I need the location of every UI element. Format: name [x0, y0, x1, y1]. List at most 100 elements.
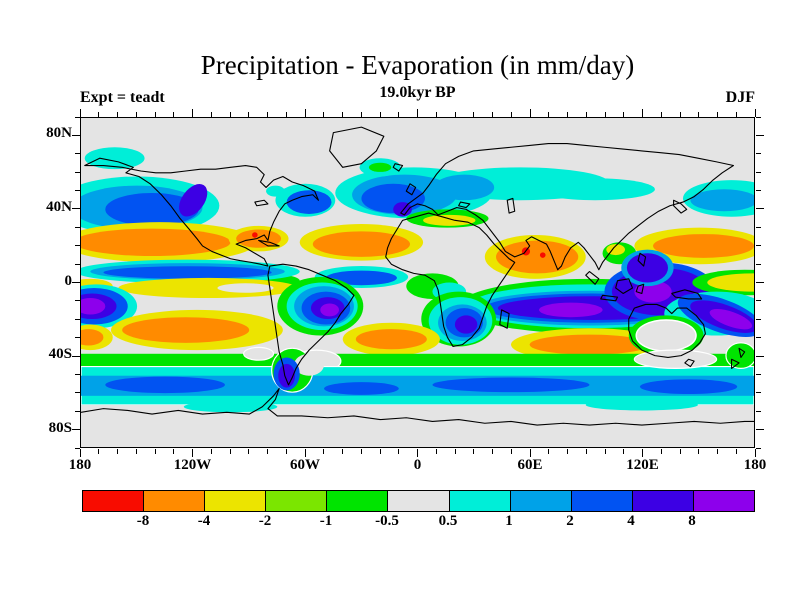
x-tick-label: 180 — [68, 457, 92, 473]
x-tick-label: 180 — [743, 457, 767, 473]
colorbar-boundary-label: -1 — [319, 513, 333, 529]
y-tick-label: 40N — [46, 198, 72, 215]
colorbar-boundary-label: -8 — [136, 513, 150, 529]
tick-mark — [754, 449, 756, 457]
tick-mark — [492, 449, 493, 454]
tick-mark — [604, 449, 606, 454]
season-label: DJF — [725, 89, 755, 106]
tick-mark — [642, 449, 643, 457]
x-tick-label: 60W — [290, 457, 320, 473]
tick-mark — [756, 392, 761, 394]
tick-mark — [510, 449, 512, 454]
tick-mark — [756, 337, 761, 339]
tick-mark — [72, 134, 80, 136]
tick-mark — [98, 112, 100, 117]
tick-mark — [75, 263, 80, 265]
colorbar-cell — [265, 491, 327, 511]
tick-mark — [623, 449, 625, 454]
tick-mark — [173, 449, 175, 454]
tick-mark — [72, 355, 80, 357]
colorbar-boundary-label: -2 — [258, 513, 272, 529]
tick-mark — [642, 109, 643, 117]
tick-mark — [360, 449, 362, 454]
tick-mark — [75, 318, 80, 320]
tick-mark — [229, 112, 231, 117]
y-tick-label: 80S — [48, 419, 72, 436]
tick-mark — [417, 109, 418, 117]
tick-mark — [117, 112, 118, 117]
colorbar-cell — [204, 491, 266, 511]
tick-mark — [585, 449, 587, 454]
x-tick-label: 60E — [517, 457, 543, 473]
colorbar-cell — [631, 491, 693, 511]
tick-mark — [229, 449, 231, 454]
tick-mark — [756, 355, 764, 357]
tick-mark — [473, 449, 475, 454]
tick-mark — [323, 449, 325, 454]
pe-anomaly-field — [81, 118, 754, 447]
tick-mark — [510, 112, 512, 117]
tick-mark — [154, 112, 156, 117]
tick-mark — [248, 449, 250, 454]
tick-mark — [285, 449, 287, 454]
colorbar-boundary-label: -4 — [197, 513, 211, 529]
tick-mark — [756, 171, 761, 173]
tick-mark — [529, 449, 531, 457]
tick-mark — [756, 245, 761, 247]
tick-mark — [756, 429, 764, 431]
tick-mark — [75, 300, 80, 302]
tick-mark — [756, 263, 761, 265]
tick-mark — [135, 112, 137, 117]
colorbar-cell — [448, 491, 510, 511]
tick-mark — [735, 112, 737, 117]
tick-mark — [248, 112, 250, 117]
colorbar-cell — [326, 491, 388, 511]
tick-mark — [173, 112, 175, 117]
tick-mark — [75, 190, 80, 192]
tick-mark — [548, 449, 550, 454]
tick-mark — [679, 449, 681, 454]
plot-subtitle: 19.0kyr BP — [379, 84, 456, 101]
plot-title: Precipitation - Evaporation (in mm/day) — [200, 50, 635, 80]
tick-mark — [756, 282, 764, 283]
tick-mark — [285, 112, 287, 117]
tick-mark — [323, 112, 325, 117]
tick-mark — [473, 112, 475, 117]
tick-mark — [398, 112, 400, 117]
tick-mark — [304, 449, 306, 457]
y-tick-label: 40S — [48, 346, 72, 363]
tick-mark — [75, 447, 80, 449]
tick-mark — [379, 449, 381, 454]
tick-mark — [75, 226, 80, 228]
tick-mark — [72, 208, 80, 210]
tick-mark — [210, 449, 212, 454]
tick-mark — [75, 171, 80, 173]
colorbar — [82, 490, 755, 512]
tick-mark — [717, 449, 718, 454]
tick-mark — [342, 112, 343, 117]
tick-mark — [756, 190, 761, 192]
tick-mark — [210, 112, 212, 117]
colorbar-cell — [509, 491, 571, 511]
tick-mark — [717, 112, 718, 117]
tick-mark — [756, 447, 761, 449]
colorbar-cell — [570, 491, 632, 511]
colorbar-boundary-label: -0.5 — [375, 513, 399, 529]
tick-mark — [756, 373, 761, 375]
tick-mark — [379, 112, 381, 117]
tick-mark — [117, 449, 118, 454]
tick-mark — [75, 116, 80, 118]
tick-mark — [75, 410, 80, 412]
tick-mark — [756, 300, 761, 302]
tick-mark — [79, 109, 81, 117]
tick-mark — [756, 226, 761, 228]
tick-mark — [567, 112, 568, 117]
tick-mark — [75, 337, 80, 339]
tick-mark — [604, 112, 606, 117]
tick-mark — [98, 449, 100, 454]
tick-mark — [267, 449, 268, 454]
tick-mark — [585, 112, 587, 117]
x-tick-label: 120W — [173, 457, 212, 473]
tick-mark — [75, 245, 80, 247]
tick-mark — [756, 134, 764, 136]
